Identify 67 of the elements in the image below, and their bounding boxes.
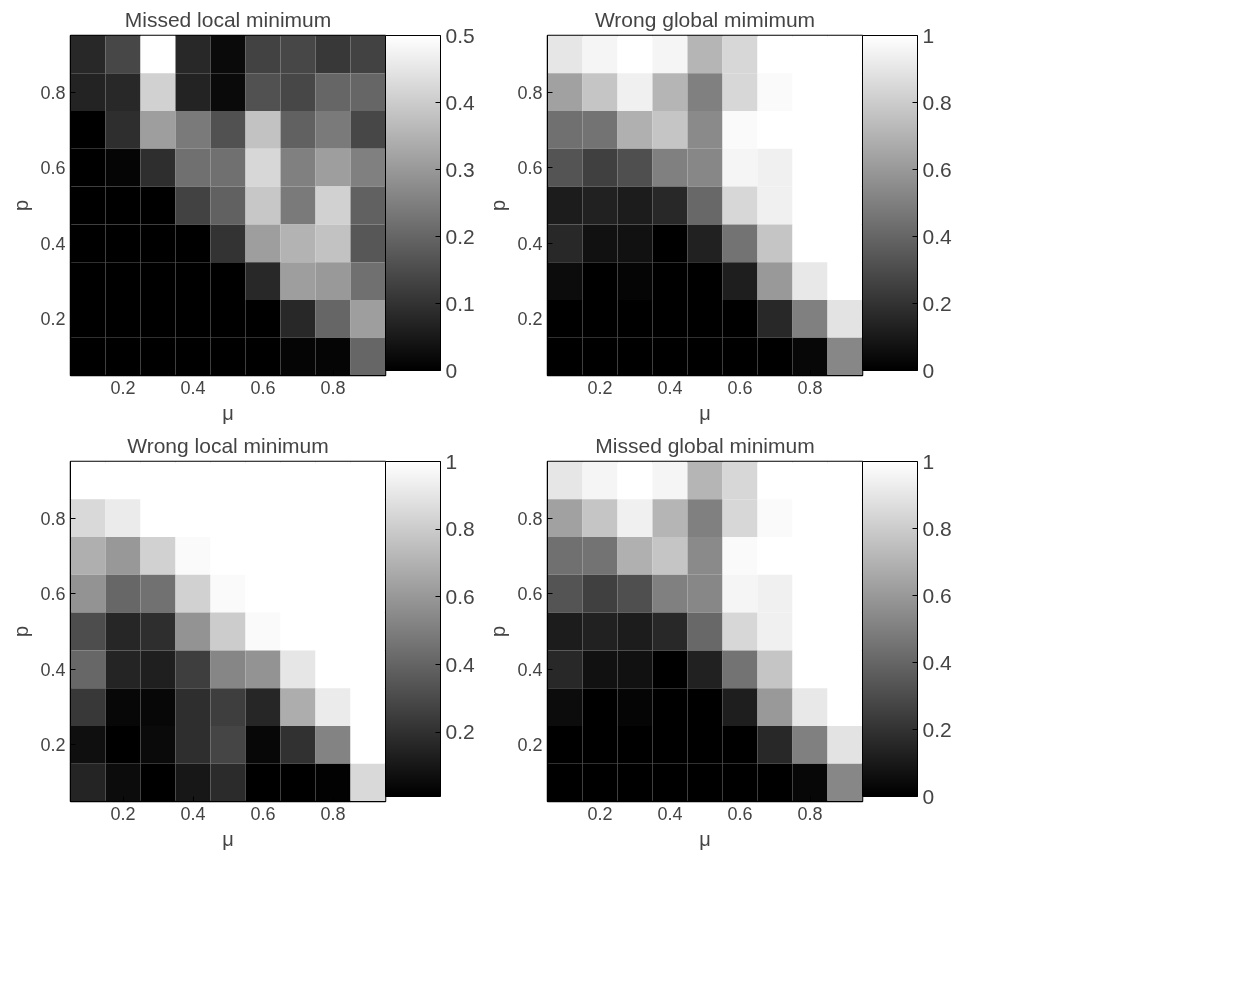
y-tick-label: 0.4 <box>40 659 66 680</box>
color-bar-label: 0.4 <box>922 650 953 674</box>
y-axis-title: p <box>487 199 510 212</box>
x-tick-label: 0.2 <box>110 803 136 824</box>
x-tick-label: 0.2 <box>587 803 613 824</box>
color-bar-label: 0.1 <box>445 291 475 315</box>
y-axis-title: p <box>10 625 33 638</box>
x-tick-label: 0.6 <box>250 803 276 824</box>
color-bar-label: 1 <box>445 449 458 473</box>
color-bar-label: 0.4 <box>445 90 476 114</box>
color-bar-label: 0.5 <box>445 23 475 47</box>
y-tick-label: 0.8 <box>40 508 66 529</box>
x-tick-label: 0.4 <box>657 803 683 824</box>
color-bar-label: 1 <box>922 449 935 473</box>
x-axis-title: μ <box>699 827 711 850</box>
color-bar-label: 0.6 <box>922 157 952 181</box>
x-tick-label: 0.6 <box>250 377 276 398</box>
y-axis-title: p <box>10 199 33 212</box>
color-bar-label: 0.8 <box>445 517 475 541</box>
chart-title: Wrong global mimimum <box>594 7 816 31</box>
color-bar-label: 0.4 <box>445 652 476 676</box>
color-bar-label: 0.4 <box>922 224 953 248</box>
y-tick-label: 0.6 <box>517 158 543 179</box>
chart-title: Missed global minimum <box>595 433 815 457</box>
y-tick-label: 0.2 <box>517 735 543 756</box>
y-tick-label: 0.6 <box>40 584 66 605</box>
color-bar-label: 1 <box>922 23 935 47</box>
color-bar-label: 0.2 <box>922 717 952 741</box>
x-axis-title: μ <box>222 401 234 424</box>
color-bar-label: 0.6 <box>445 584 475 608</box>
color-bar-label: 0 <box>922 358 935 382</box>
y-tick-label: 0.2 <box>40 735 66 756</box>
x-tick-label: 0.2 <box>110 377 136 398</box>
y-tick-label: 0.8 <box>517 82 543 103</box>
x-tick-label: 0.4 <box>180 377 206 398</box>
color-bar-label: 0.2 <box>922 291 952 315</box>
y-tick-label: 0.2 <box>40 309 66 330</box>
y-tick-label: 0.6 <box>40 158 66 179</box>
y-tick-label: 0.6 <box>517 584 543 605</box>
y-tick-label: 0.4 <box>517 233 543 254</box>
x-tick-label: 0.8 <box>797 803 823 824</box>
x-axis-title: μ <box>699 401 711 424</box>
color-bar-label: 0.6 <box>922 583 952 607</box>
y-tick-label: 0.4 <box>40 233 66 254</box>
x-tick-label: 0.6 <box>727 803 753 824</box>
x-tick-label: 0.2 <box>587 377 613 398</box>
y-tick-label: 0.8 <box>517 508 543 529</box>
chart-title: Missed local minimum <box>124 7 332 31</box>
x-tick-label: 0.8 <box>320 377 346 398</box>
color-bar-label: 0.8 <box>922 516 952 540</box>
x-axis-title: μ <box>222 827 234 850</box>
x-tick-label: 0.8 <box>320 803 346 824</box>
x-tick-label: 0.4 <box>657 377 683 398</box>
chart-title: Wrong local minimum <box>127 433 329 457</box>
y-tick-label: 0.2 <box>517 309 543 330</box>
y-tick-label: 0.4 <box>517 659 543 680</box>
y-tick-label: 0.8 <box>40 82 66 103</box>
color-bar-label: 0.2 <box>445 720 475 744</box>
color-bar-label: 0.3 <box>445 157 475 181</box>
color-bar-label: 0 <box>922 784 935 808</box>
x-tick-label: 0.4 <box>180 803 206 824</box>
x-tick-label: 0.8 <box>797 377 823 398</box>
x-tick-label: 0.6 <box>727 377 753 398</box>
color-bar-label: 0 <box>445 358 458 382</box>
color-bar-label: 0.2 <box>445 224 475 248</box>
y-axis-title: p <box>487 625 510 638</box>
color-bar-label: 0.8 <box>922 90 952 114</box>
